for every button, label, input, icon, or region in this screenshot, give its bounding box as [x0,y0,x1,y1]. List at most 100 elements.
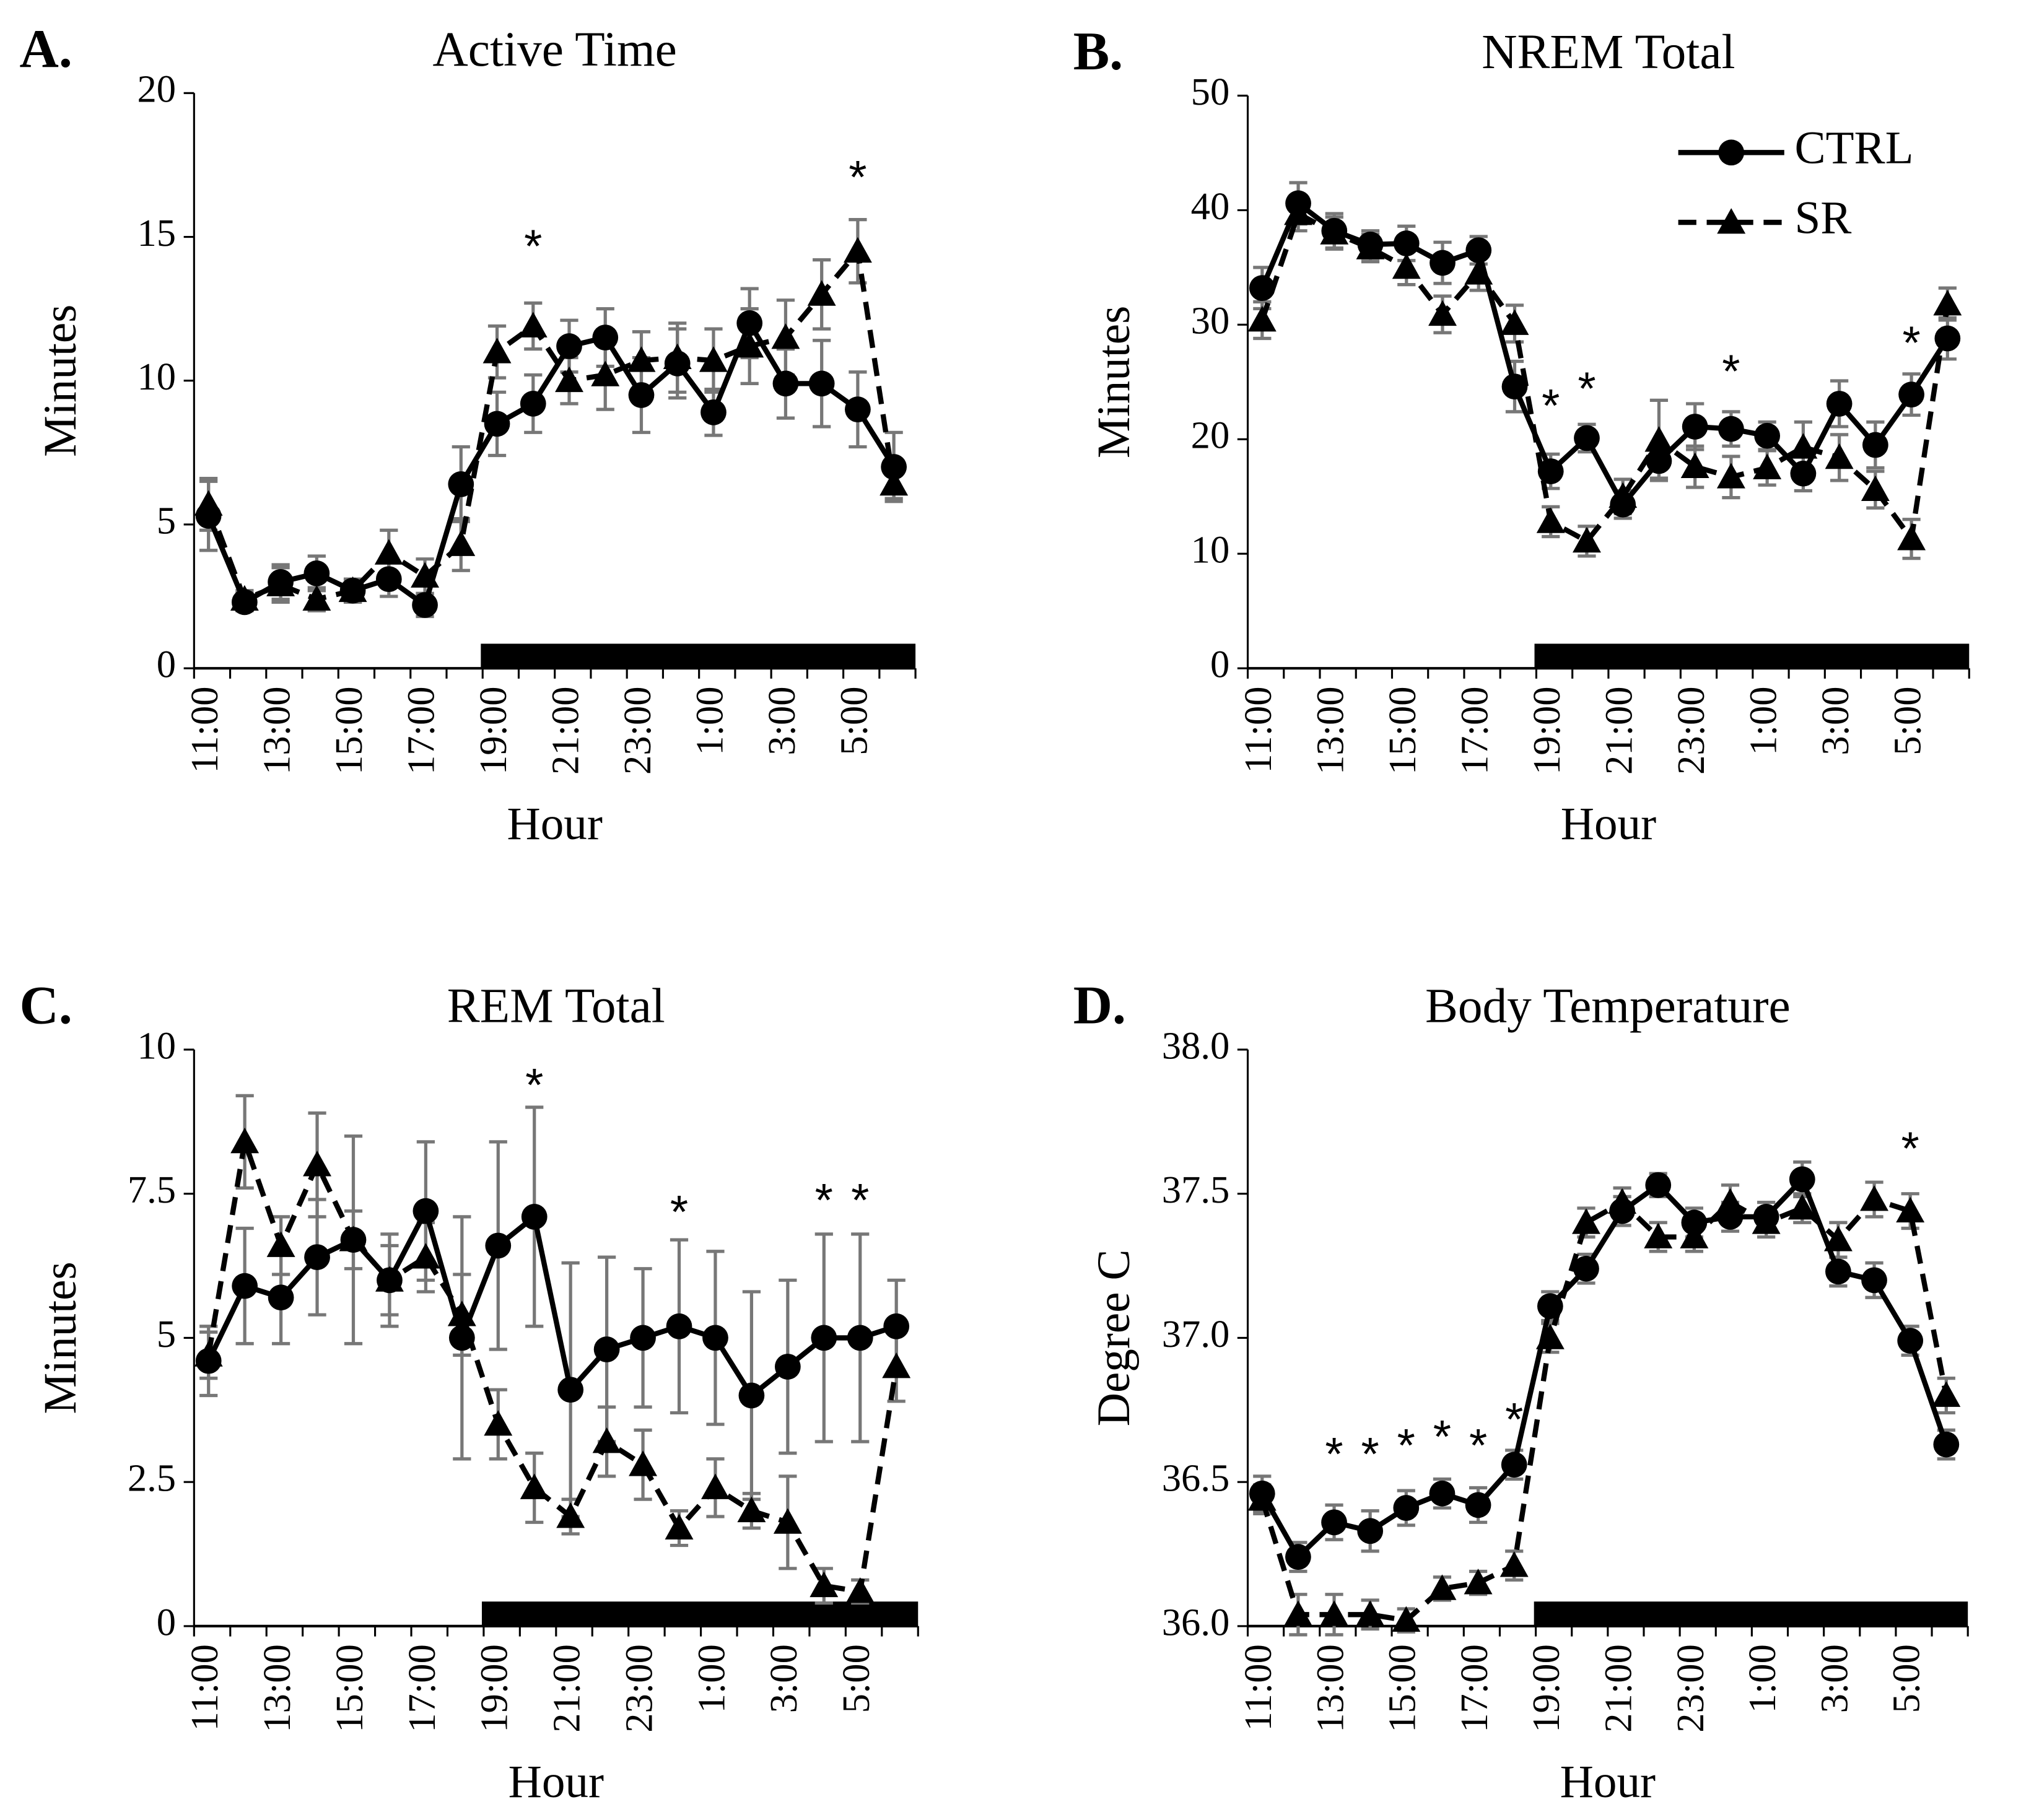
x-tick-label: 13:00 [255,1644,299,1733]
x-tick-label: 13:00 [1308,1644,1351,1733]
y-tick-label: 2.5 [128,1456,176,1500]
marker [304,1244,330,1270]
marker [772,370,799,397]
marker [699,346,728,372]
annotation: * [1361,1428,1379,1480]
marker [1392,253,1421,279]
x-axis-label: Hour [507,798,603,850]
x-tick-label: 1:00 [1740,1644,1784,1713]
marker [1645,1172,1672,1198]
marker [484,1410,513,1436]
marker [1321,1509,1347,1536]
legend-marker [1717,208,1746,234]
marker [810,1571,839,1598]
marker [266,1231,295,1257]
marker [375,566,402,593]
x-tick-label: 5:00 [1885,1644,1928,1713]
marker [1247,1485,1277,1511]
marker [736,310,763,336]
annotation: * [670,1186,688,1238]
marker [448,1325,475,1351]
marker [1897,1328,1924,1354]
x-tick-label: 15:00 [328,1644,371,1733]
marker [1392,1606,1421,1632]
marker [303,560,330,586]
marker [1860,1185,1889,1211]
marker [666,1313,692,1339]
marker [1718,416,1744,442]
annotation: * [1578,362,1595,414]
panel: D. Body Temperature Degree C Hour 36.0 36.5 37… [1073,975,1969,1808]
legend-marker [1718,139,1745,166]
y-tick-label: 37.0 [1162,1312,1230,1356]
marker [1501,1452,1527,1478]
x-tick-label: 23:00 [617,1644,660,1733]
y-tick-label: 7.5 [128,1168,176,1211]
annotation: * [851,1174,869,1226]
x-tick-label: 21:00 [543,686,587,775]
marker [1465,1492,1491,1518]
marker [880,469,909,496]
marker [1537,458,1564,484]
x-tick-label: 11:00 [1236,686,1280,773]
panel: C. REM Total Minutes Hour 0 2.5 5 7.5 10 11:00 13:… [20,975,919,1808]
marker [230,1127,260,1154]
y-tick-label: 10 [137,1024,177,1067]
annotation: * [1469,1419,1487,1471]
x-axis-label: Hour [1560,1756,1656,1808]
marker [737,1496,766,1523]
marker [1465,237,1492,264]
marker [1464,1569,1493,1595]
marker [1862,432,1888,458]
x-tick-label: 19:00 [471,686,515,775]
legend-label: CTRL [1794,123,1913,174]
marker [1646,448,1672,474]
x-tick-label: 11:00 [183,686,226,773]
y-tick-label: 5 [157,499,176,542]
marker [773,1508,802,1534]
y-tick-label: 20 [1191,414,1230,457]
x-tick-label: 17:00 [399,686,442,775]
annotation: * [1397,1419,1415,1471]
annotation: * [524,220,542,272]
chart-title: Body Temperature [1425,979,1791,1034]
marker [1572,1208,1600,1234]
marker [1787,1193,1817,1220]
marker [1357,1518,1384,1544]
marker [518,311,548,337]
y-tick-label: 15 [137,211,177,255]
panel-label: C. [20,975,72,1035]
panel: B. NREM Total Minutes Hour 0 10 20 30 40 50 11:00 1… [1073,21,1970,850]
marker [592,324,619,351]
marker [521,1204,548,1230]
marker [484,411,510,437]
x-tick-label: 5:00 [1885,686,1929,755]
marker [482,337,512,364]
y-tick-label: 40 [1191,185,1230,228]
marker [663,343,692,369]
x-tick-label: 23:00 [1669,1644,1712,1733]
x-tick-label: 19:00 [473,1644,516,1733]
dark-phase-bar [481,643,916,669]
x-tick-label: 19:00 [1524,1644,1568,1733]
marker [302,585,331,611]
marker [1753,453,1782,479]
annotation: * [1542,380,1560,432]
marker [194,1341,223,1367]
marker [630,1325,656,1351]
marker [447,1300,476,1326]
marker [557,1377,584,1403]
marker [230,585,259,611]
marker [1680,1222,1709,1248]
x-tick-label: 21:00 [545,1644,588,1733]
marker [447,530,476,556]
marker [811,1325,837,1351]
marker [1608,1188,1637,1214]
marker [1716,1188,1745,1214]
chart-title: REM Total [447,979,665,1034]
x-axis-label: Hour [509,1756,604,1808]
y-axis-label: Minutes [35,1261,86,1414]
annotation: * [815,1174,833,1226]
